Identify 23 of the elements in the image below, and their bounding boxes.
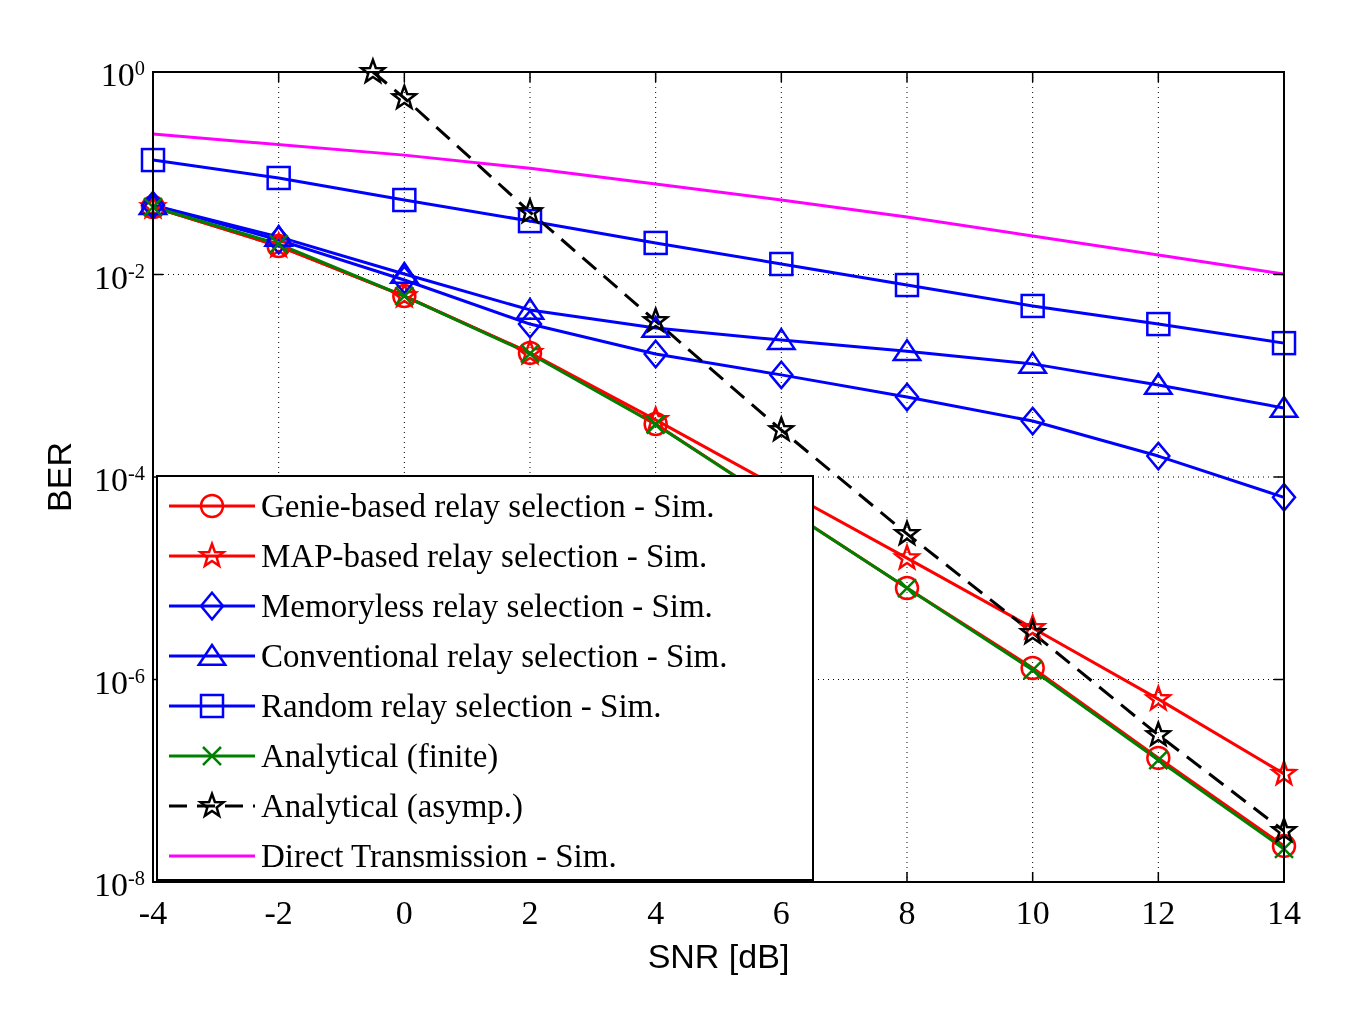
legend-label: Direct Transmission - Sim. xyxy=(261,838,617,874)
x-tick-label: 6 xyxy=(772,894,790,931)
x-tick-label: 12 xyxy=(1141,894,1176,931)
legend-label: Conventional relay selection - Sim. xyxy=(261,638,728,674)
y-tick-label: 10$^{-4}$ xyxy=(94,461,145,498)
legend-label: Analytical (asymp.) xyxy=(261,788,524,825)
x-axis-title: SNR [dB] xyxy=(647,937,790,975)
y-tick-label: 10$^{-6}$ xyxy=(94,663,145,701)
x-tick-label: 14 xyxy=(1267,894,1301,931)
legend-label: Analytical (finite) xyxy=(261,738,499,775)
legend-label: Random relay selection - Sim. xyxy=(261,688,662,724)
x-tick-label: 8 xyxy=(898,894,916,931)
x-tick-label: 10 xyxy=(1015,894,1050,931)
y-axis-title: BER xyxy=(40,442,78,512)
y-tick-label: 10$^{-2}$ xyxy=(94,258,145,296)
x-tick-label: 4 xyxy=(647,894,665,931)
x-tick-label: 0 xyxy=(395,894,413,931)
y-tick-label: 10$^{0}$ xyxy=(100,56,145,93)
legend-label: Genie-based relay selection - Sim. xyxy=(261,488,715,524)
x-tick-label: -2 xyxy=(264,894,293,931)
legend-label: MAP-based relay selection - Sim. xyxy=(261,538,708,574)
x-tick-label: 2 xyxy=(521,894,539,931)
legend-label: Memoryless relay selection - Sim. xyxy=(261,588,713,624)
